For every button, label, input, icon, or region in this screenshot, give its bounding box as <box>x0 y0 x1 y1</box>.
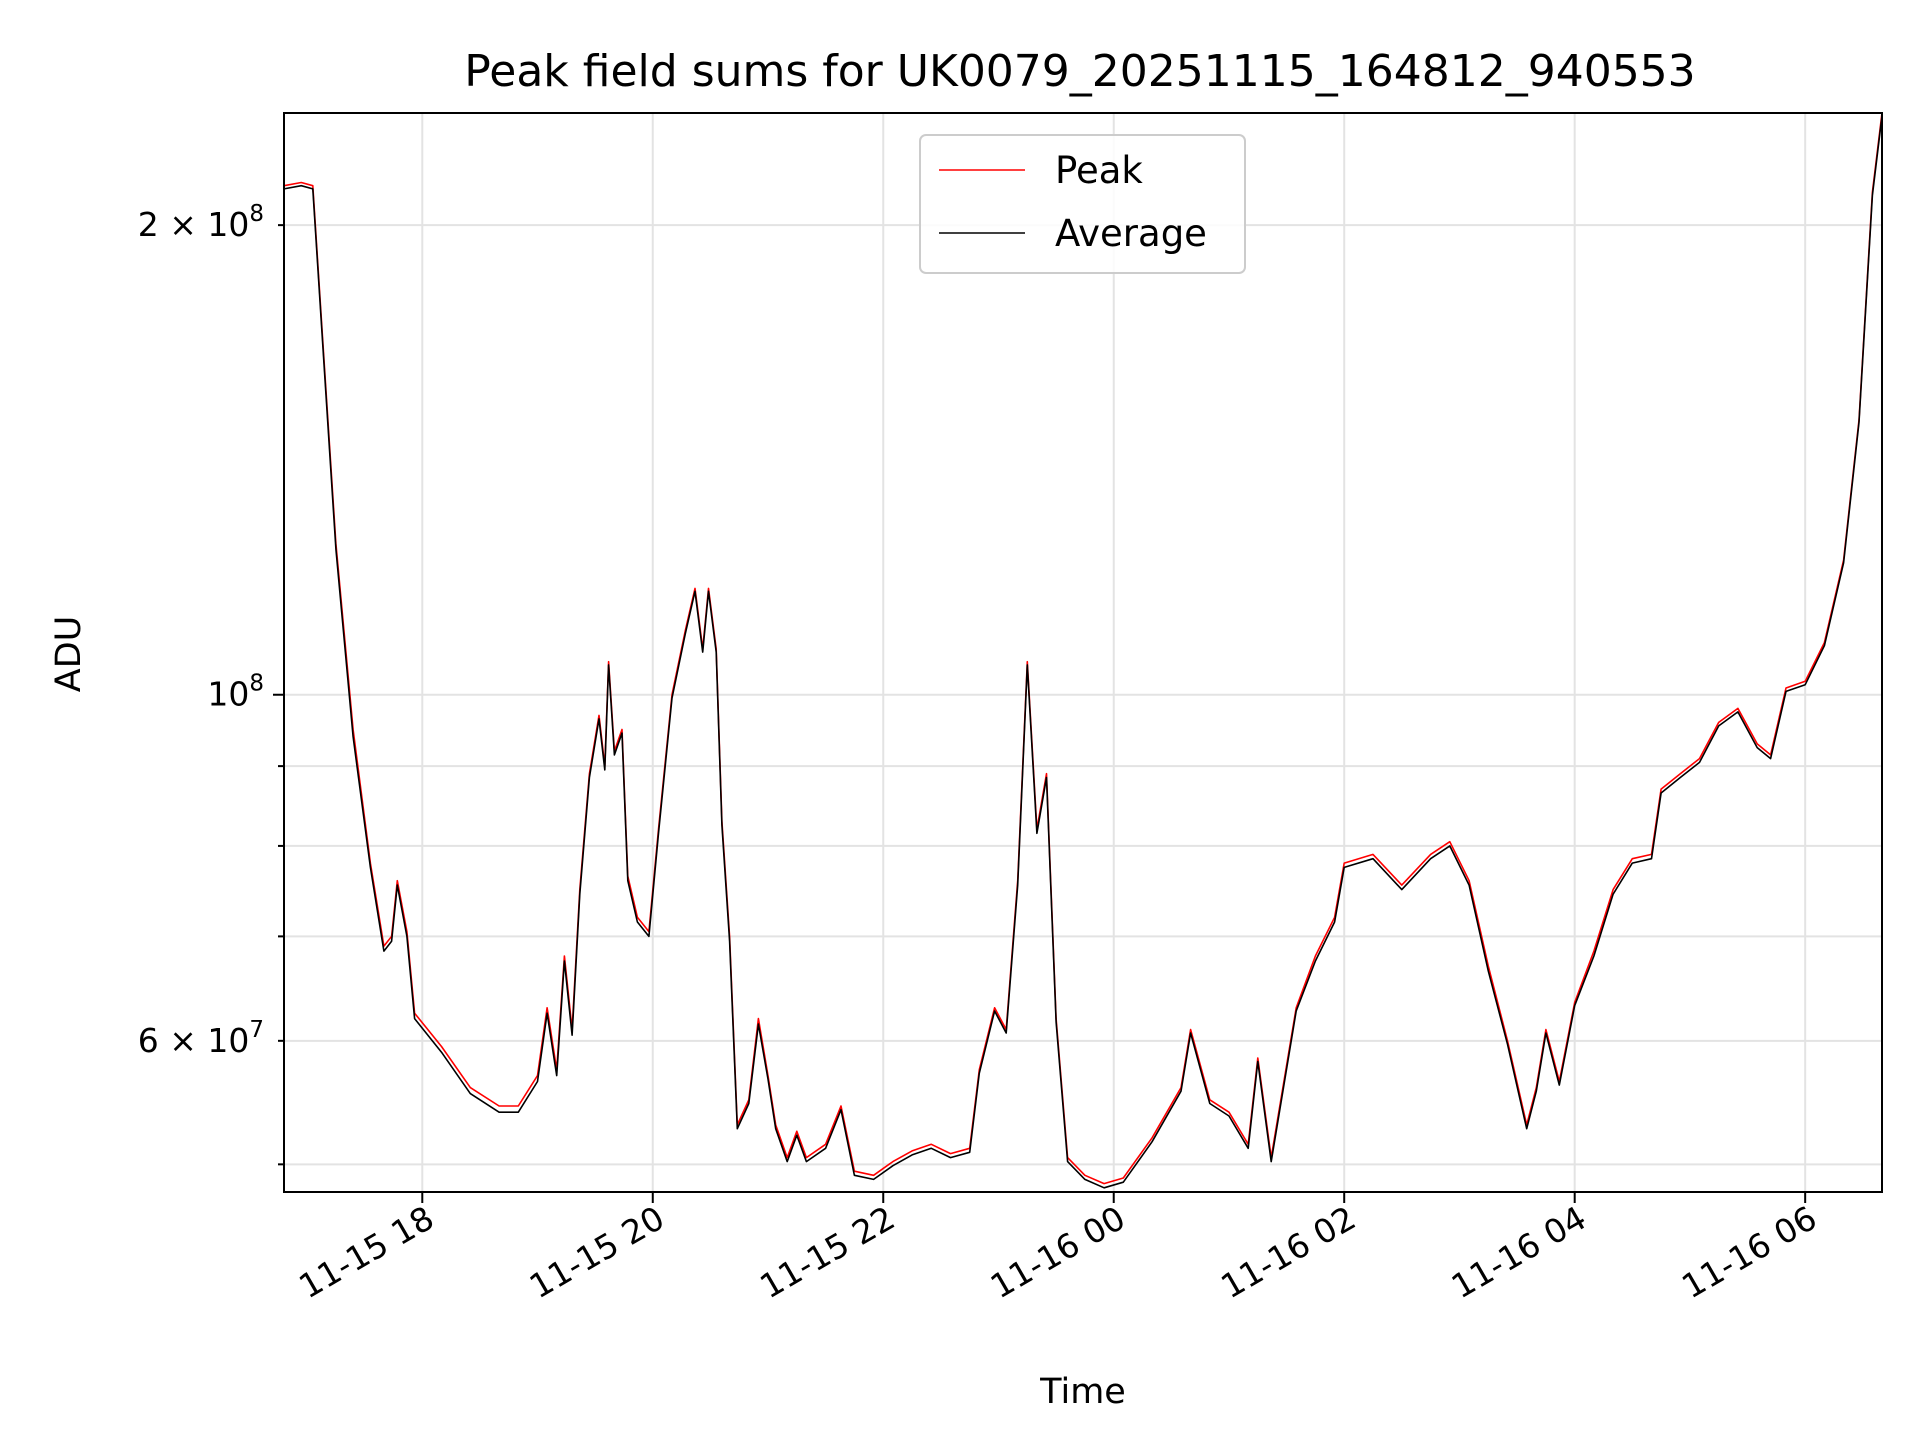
series-line-average <box>283 115 1883 1189</box>
legend-average-label: Average <box>1055 212 1207 255</box>
legend-peak-label: Peak <box>1055 149 1143 192</box>
chart-title: Peak field sums for UK0079_20251115_1648… <box>464 46 1695 97</box>
plot-area <box>284 113 1882 1192</box>
y-tick-label: 2 × 108 <box>138 201 264 244</box>
y-tick-label: 6 × 107 <box>138 1017 264 1060</box>
x-axis-label: Time <box>1039 1372 1126 1412</box>
y-axis: 108 2 × 108 6 × 107 <box>138 201 284 1166</box>
series-layer <box>283 112 1883 1189</box>
grid <box>284 113 1882 1192</box>
legend: Peak Average <box>919 134 1246 274</box>
y-tick-label: 108 <box>207 671 264 714</box>
plot-frame <box>283 112 1883 1193</box>
y-axis-label: ADU <box>49 616 89 693</box>
